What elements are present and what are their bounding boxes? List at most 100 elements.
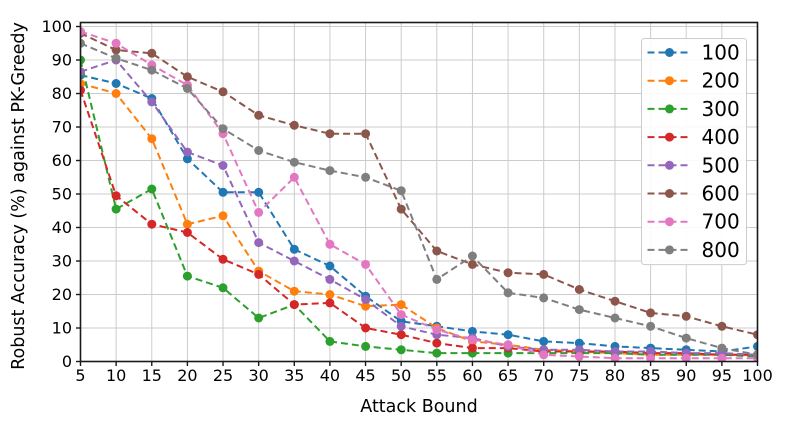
- series-700-marker: [111, 38, 121, 48]
- x-tick-label: 80: [605, 366, 625, 385]
- legend-marker-sample: [665, 160, 674, 170]
- series-800-marker: [254, 146, 264, 155]
- series-800-marker: [539, 293, 549, 303]
- series-800-line: [80, 42, 758, 356]
- series-600-marker: [325, 129, 335, 139]
- series-100-marker: [254, 187, 264, 197]
- legend-item-400: 400: [647, 125, 740, 149]
- series-700-marker: [610, 353, 620, 362]
- legend-marker-sample: [665, 189, 674, 198]
- series-800-marker: [289, 157, 299, 167]
- series-500-marker: [218, 161, 228, 170]
- y-tick-label: 90: [52, 51, 72, 70]
- x-tick-label: 70: [534, 366, 554, 385]
- series-400-marker: [289, 300, 299, 310]
- series-200-marker: [289, 286, 299, 296]
- series-700-marker: [396, 310, 406, 320]
- x-tick-label: 35: [284, 366, 304, 385]
- x-tick-label: 65: [498, 366, 518, 385]
- series-400-marker: [182, 228, 192, 237]
- series-600-marker: [646, 308, 656, 318]
- legend-marker-sample: [665, 104, 674, 114]
- series-200-marker: [80, 79, 85, 88]
- legend-item-200: 200: [647, 69, 740, 93]
- series-500-marker: [182, 147, 192, 157]
- legend-marker-sample: [665, 245, 674, 255]
- series-800-marker: [717, 343, 727, 353]
- x-tick-label: 15: [142, 366, 162, 385]
- series-300-marker: [80, 55, 85, 65]
- series-800-marker: [80, 38, 85, 48]
- series-800-marker: [182, 84, 192, 93]
- series-400: [80, 85, 758, 360]
- y-tick-label: 40: [52, 218, 72, 237]
- series-500-marker: [574, 345, 584, 355]
- series-600-marker: [432, 246, 442, 256]
- series-700-marker: [432, 325, 442, 335]
- legend-item-100: 100: [647, 41, 740, 65]
- x-tick-label: 40: [320, 366, 340, 385]
- series-600-line: [80, 32, 758, 336]
- series-400-marker: [218, 254, 228, 264]
- series-300-marker: [361, 341, 371, 351]
- series-100-marker: [325, 261, 335, 271]
- y-tick-label: 80: [52, 84, 72, 103]
- series-800-marker: [467, 251, 477, 261]
- series-600-marker: [574, 285, 584, 294]
- series-100-marker: [539, 336, 549, 346]
- legend-marker-sample: [665, 217, 674, 227]
- ticks: [76, 25, 759, 366]
- series-200-marker: [111, 89, 121, 98]
- series-600-marker: [503, 268, 513, 278]
- x-axis-label: Attack Bound: [360, 397, 478, 417]
- series-600-marker: [753, 330, 758, 340]
- series-500-marker: [325, 274, 335, 284]
- series-300-marker: [182, 271, 192, 281]
- series-300-marker: [432, 348, 442, 358]
- legend-item-500: 500: [647, 153, 740, 177]
- series-200-marker: [218, 211, 228, 221]
- series-600-marker: [147, 48, 157, 58]
- x-tick-label: 10: [106, 366, 126, 385]
- series-800-marker: [111, 53, 121, 63]
- series-600: [80, 28, 758, 340]
- tick-labels: 5 10 15 20 25 30 35 40 45 50 55 60 65 70 75 80 85 90 95 100…: [41, 17, 772, 385]
- series-600-marker: [254, 110, 264, 120]
- legend-item-700: 700: [647, 210, 740, 234]
- x-tick-label: 5: [75, 366, 85, 385]
- series-800-marker: [574, 305, 584, 315]
- series-700-marker: [361, 259, 371, 269]
- series-800-marker: [646, 321, 656, 331]
- series-100-marker: [289, 244, 299, 254]
- series-100-marker: [182, 154, 192, 164]
- series-300-marker: [111, 204, 121, 214]
- series-700-marker: [539, 350, 549, 360]
- series-200-marker: [325, 290, 335, 299]
- series-200-marker: [147, 134, 157, 144]
- series-100-marker: [503, 330, 513, 340]
- series-800-marker: [432, 274, 442, 284]
- series-300-line: [80, 59, 758, 358]
- series-200-marker: [182, 219, 192, 229]
- series-100-marker: [218, 187, 228, 197]
- x-tick-label: 85: [640, 366, 660, 385]
- series-700-marker: [289, 172, 299, 182]
- series-500-marker: [289, 256, 299, 266]
- series-600-marker: [289, 120, 299, 130]
- legend-marker-sample: [665, 48, 674, 57]
- legend-item-600: 600: [647, 182, 740, 206]
- series-600-marker: [218, 87, 228, 97]
- series-400-line: [80, 89, 758, 356]
- series-100-marker: [467, 326, 477, 336]
- series-600-marker: [361, 129, 371, 139]
- legend-label: 300: [702, 97, 740, 121]
- series-400-marker: [432, 338, 442, 348]
- legend-box: [641, 38, 747, 266]
- x-tick-label: 100: [742, 366, 773, 385]
- series-700-marker: [503, 340, 513, 350]
- series-600-marker: [681, 311, 691, 321]
- plot-area: [80, 27, 758, 362]
- series-700-marker: [717, 353, 727, 362]
